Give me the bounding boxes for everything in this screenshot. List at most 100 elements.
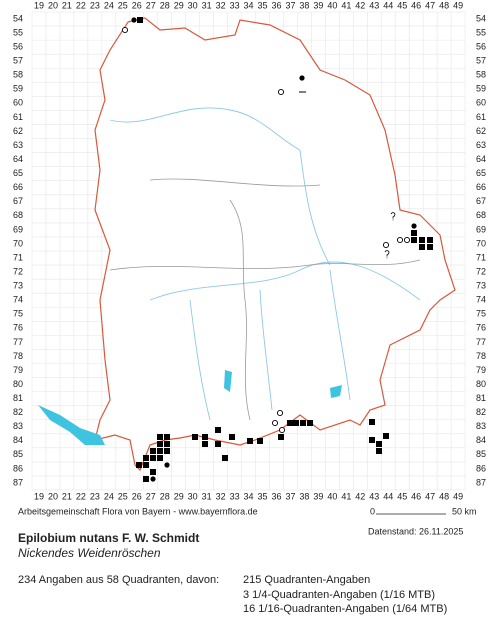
occurrence-square — [376, 441, 382, 447]
row-label: 78 — [13, 351, 23, 361]
uncertain-mark — [384, 250, 390, 259]
occurrence-circle — [276, 409, 284, 417]
occurrence-circle — [121, 26, 129, 34]
column-label: 45 — [397, 0, 407, 10]
row-label: 78 — [476, 351, 486, 361]
row-label: 59 — [476, 84, 486, 94]
scale-start: 0 — [370, 506, 375, 516]
occurrence-square — [150, 455, 156, 461]
column-label: 36 — [271, 0, 281, 10]
occurrence-square — [157, 434, 163, 440]
row-label: 84 — [476, 435, 486, 445]
column-label: 24 — [104, 0, 114, 10]
column-label: 48 — [439, 491, 449, 501]
lake-constance — [38, 405, 105, 445]
occurrence-square — [192, 434, 198, 440]
column-label: 28 — [160, 491, 170, 501]
column-label: 37 — [285, 0, 295, 10]
row-label: 62 — [13, 126, 23, 136]
row-label: 72 — [476, 266, 486, 276]
row-label: 55 — [13, 27, 23, 37]
row-label: 79 — [476, 365, 486, 375]
row-label: 83 — [13, 421, 23, 431]
column-label: 40 — [327, 491, 337, 501]
row-label: 87 — [13, 477, 23, 487]
column-label: 34 — [244, 0, 254, 10]
row-label: 85 — [476, 449, 486, 459]
occurrence-square — [369, 419, 375, 425]
lake — [224, 370, 232, 392]
summary-line: 16 1/16-Quadranten-Angaben (1/64 MTB) — [243, 603, 447, 615]
occurrence-circle — [382, 241, 390, 249]
column-label: 48 — [439, 0, 449, 10]
column-label: 43 — [369, 0, 379, 10]
row-label: 76 — [13, 323, 23, 333]
row-label: 71 — [476, 252, 486, 262]
border — [109, 259, 421, 271]
summary-line: 215 Quadranten-Angaben — [243, 574, 370, 586]
row-label: 65 — [13, 168, 23, 178]
row-label: 69 — [476, 224, 486, 234]
row-label: 76 — [476, 323, 486, 333]
column-label: 41 — [341, 491, 351, 501]
occurrence-square — [143, 462, 149, 468]
row-label: 56 — [13, 41, 23, 51]
column-label: 20 — [48, 0, 58, 10]
occurrence-square — [247, 438, 253, 444]
column-label: 31 — [202, 0, 212, 10]
occurrence-dot — [131, 17, 137, 23]
column-label: 35 — [258, 491, 268, 501]
occurrence-square — [136, 462, 142, 468]
row-label: 74 — [476, 295, 486, 305]
occurrence-circle — [271, 419, 279, 427]
column-label: 33 — [230, 0, 240, 10]
column-label: 25 — [118, 491, 128, 501]
column-label: 42 — [355, 0, 365, 10]
column-label: 37 — [285, 491, 295, 501]
row-label: 61 — [13, 112, 23, 122]
summary-total: 234 Angaben aus 58 Quadranten, davon: — [18, 574, 219, 586]
row-label: 62 — [476, 126, 486, 136]
column-label: 49 — [453, 491, 463, 501]
row-label: 58 — [476, 70, 486, 80]
column-label: 34 — [244, 491, 254, 501]
rivers — [109, 107, 421, 421]
occurrence-square — [369, 437, 375, 443]
column-label: 23 — [90, 491, 100, 501]
occurrence-square — [202, 434, 208, 440]
column-label: 32 — [216, 0, 226, 10]
row-label: 73 — [13, 281, 23, 291]
column-label: 21 — [62, 0, 72, 10]
row-label: 77 — [476, 337, 486, 347]
column-label: 33 — [230, 491, 240, 501]
occurrence-circle — [396, 236, 404, 244]
row-label: 79 — [13, 365, 23, 375]
row-label: 73 — [476, 281, 486, 291]
row-label: 68 — [13, 210, 23, 220]
row-label: 81 — [476, 393, 486, 403]
occurrence-circle — [278, 426, 286, 434]
row-label: 74 — [13, 295, 23, 305]
column-label: 31 — [202, 491, 212, 501]
column-label: 39 — [313, 491, 323, 501]
column-label: 25 — [118, 0, 128, 10]
column-label: 47 — [425, 491, 435, 501]
occurrence-square — [411, 230, 417, 236]
column-label: 21 — [62, 491, 72, 501]
occurrence-square — [215, 441, 221, 447]
occurrence-square — [427, 244, 433, 250]
row-label: 81 — [13, 393, 23, 403]
occurrence-square — [427, 237, 433, 243]
row-label: 80 — [13, 379, 23, 389]
row-label: 75 — [476, 309, 486, 319]
occurrence-square — [287, 420, 293, 426]
column-label: 30 — [188, 491, 198, 501]
row-label: 68 — [476, 210, 486, 220]
border — [149, 178, 321, 187]
row-label: 57 — [13, 56, 23, 66]
species-name: Epilobium nutans F. W. Schmidt — [18, 531, 199, 545]
column-label: 19 — [34, 491, 44, 501]
bavaria-outline — [94, 17, 456, 472]
uncertain-mark — [390, 212, 396, 221]
